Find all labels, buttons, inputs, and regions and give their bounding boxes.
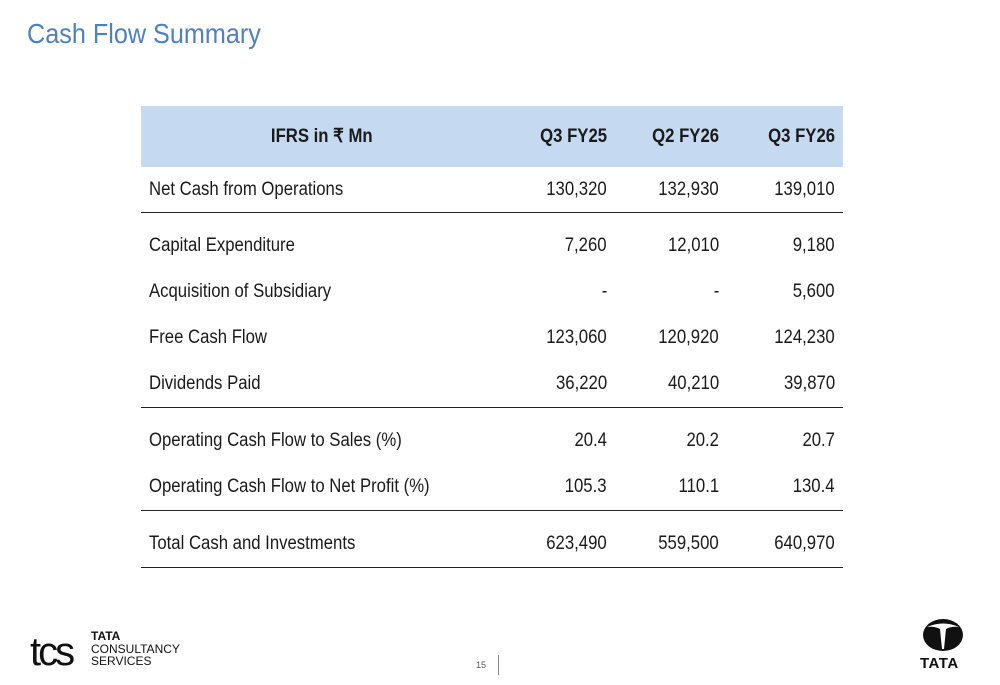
tcs-logo: tcs (30, 630, 77, 671)
row-label: Operating Cash Flow to Net Profit (%) (149, 476, 430, 497)
header-label: IFRS in ₹ Mn (141, 106, 503, 167)
row-value: 130,320 (546, 178, 607, 200)
tata-wordmark: TATA (920, 655, 959, 672)
row-label: Capital Expenditure (149, 235, 295, 256)
table-row: Total Cash and Investments 623,490 559,5… (141, 510, 843, 568)
row-value: 40,210 (667, 373, 719, 394)
row-value: 130.4 (793, 476, 835, 497)
row-value: 36,220 (555, 373, 607, 394)
tata-emblem-icon (923, 619, 963, 651)
cash-flow-table: IFRS in ₹ Mn Q3 FY25 Q2 FY26 Q3 FY26 Net… (141, 106, 843, 568)
row-value: 105.3 (565, 476, 607, 497)
tcs-wordmark-line2: CONSULTANCY (91, 641, 180, 656)
row-value: 110.1 (678, 476, 719, 497)
row-label: Acquisition of Subsidiary (149, 281, 332, 302)
row-value: 139,010 (774, 178, 835, 200)
page-number: 15 (476, 660, 487, 670)
header-q3fy26: Q3 FY26 (727, 106, 843, 167)
table-row: Dividends Paid 36,220 40,210 39,870 (141, 361, 843, 408)
row-value: 124,230 (774, 327, 835, 348)
row-value: 132,930 (658, 178, 719, 200)
table-row: Acquisition of Subsidiary - - 5,600 (141, 269, 843, 315)
row-value: 39,870 (783, 373, 835, 394)
tcs-wordmark-line3: SERVICES (91, 654, 152, 668)
row-value: - (601, 281, 607, 302)
row-value: 640,970 (774, 533, 835, 554)
row-value: 20.4 (574, 430, 607, 451)
svg-text:tcs: tcs (30, 630, 74, 671)
row-value: 20.2 (686, 430, 719, 451)
table-header-row: IFRS in ₹ Mn Q3 FY25 Q2 FY26 Q3 FY26 (141, 106, 843, 167)
table-row: Net Cash from Operations 130,320 132,930… (141, 167, 843, 213)
row-label: Operating Cash Flow to Sales (%) (149, 430, 402, 451)
row-value: 7,260 (565, 235, 607, 256)
tcs-wordmark: TATA CONSULTANCY SERVICES (91, 630, 180, 668)
page-number-divider (498, 655, 499, 675)
table-row: Operating Cash Flow to Sales (%) 20.4 20… (141, 408, 843, 465)
row-value: - (713, 281, 719, 302)
row-value: 5,600 (793, 281, 835, 302)
row-value: 12,010 (667, 235, 719, 256)
row-value: 20.7 (802, 430, 835, 451)
page-title: Cash Flow Summary (27, 18, 261, 49)
row-value: 9,180 (793, 235, 835, 256)
table-row: Operating Cash Flow to Net Profit (%) 10… (141, 464, 843, 511)
row-value: 559,500 (658, 533, 719, 554)
table-row: Free Cash Flow 123,060 120,920 124,230 (141, 315, 843, 361)
table-row: Capital Expenditure 7,260 12,010 9,180 (141, 213, 843, 270)
row-label: Net Cash from Operations (149, 178, 344, 200)
header-q3fy25: Q3 FY25 (503, 106, 615, 167)
row-label: Total Cash and Investments (149, 533, 356, 554)
row-value: 623,490 (546, 533, 607, 554)
header-q2fy26: Q2 FY26 (615, 106, 727, 167)
tcs-wordmark-line1: TATA (91, 629, 121, 643)
row-value: 120,920 (658, 327, 719, 348)
row-value: 123,060 (546, 327, 607, 348)
row-label: Dividends Paid (149, 373, 261, 394)
row-label: Free Cash Flow (149, 327, 268, 348)
